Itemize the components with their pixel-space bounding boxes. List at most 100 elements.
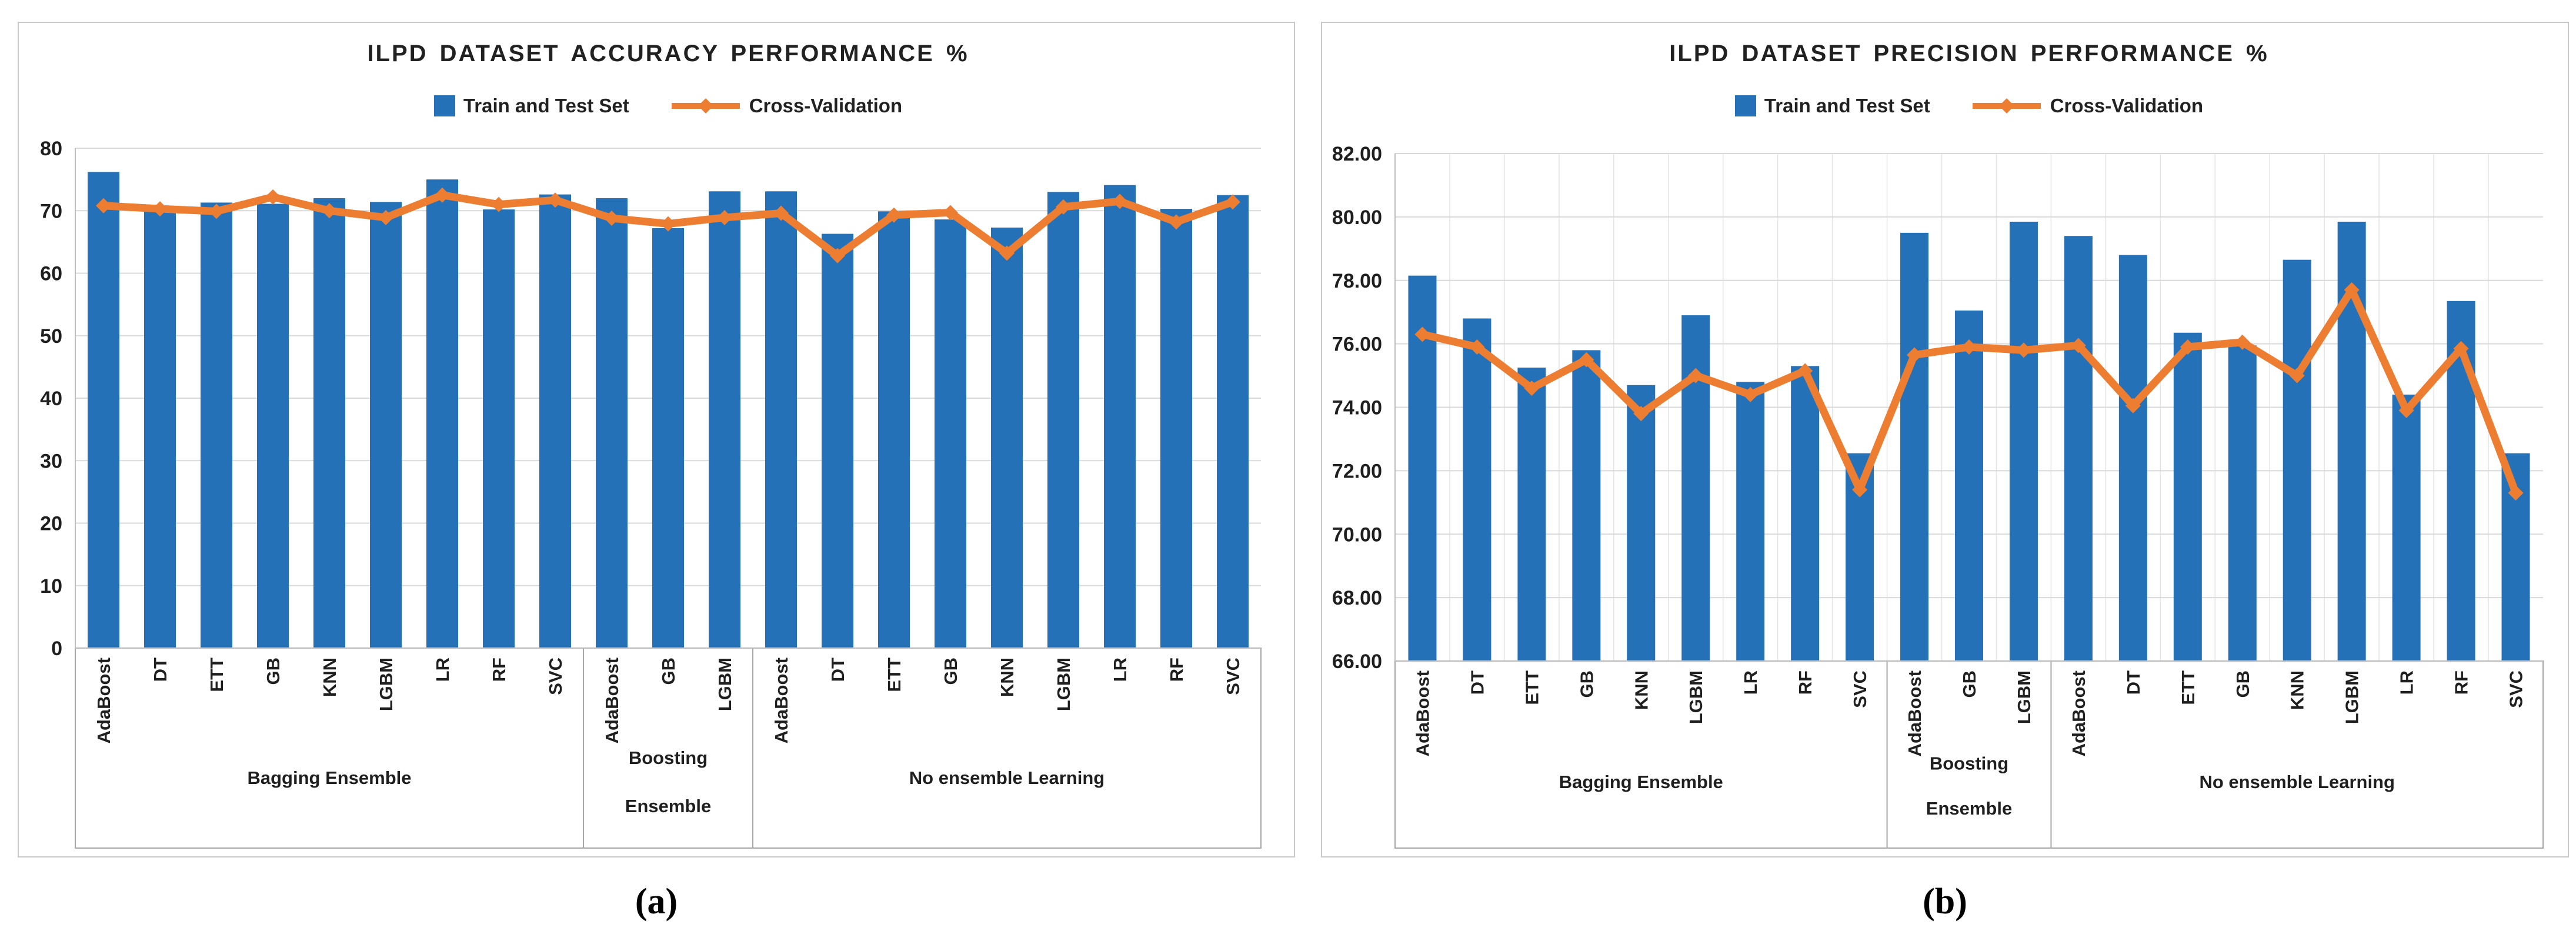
bar-KNN [991,227,1023,648]
category-label-KNN: KNN [1631,670,1651,710]
category-label-RF: RF [1166,658,1187,682]
line-marker [378,209,393,225]
category-label-ETT: ETT [884,658,905,692]
y-axis-tick-label: 66.00 [1332,650,1382,673]
line-marker [152,201,168,217]
bar-GB [652,228,684,648]
line-marker [1056,199,1071,215]
bar-DT [2118,255,2147,662]
y-axis-tick-label: 50 [40,325,62,348]
line-marker [265,189,281,205]
group-label: Boosting [1930,753,2008,773]
line-marker [1579,352,1594,368]
line-marker [1961,339,1977,355]
bar-KNN [1627,385,1656,661]
bar-RF [1791,366,1820,661]
bar-RF [1160,209,1192,648]
category-label-KNN: KNN [2287,670,2308,710]
line-marker [209,203,224,219]
bar-series-swatch-icon [433,95,455,116]
bar-DT [144,211,176,648]
bar-ETT [201,202,232,648]
legend-label-train-test: Train and Test Set [463,95,629,116]
accuracy-chart-title: ILPD DATASET ACCURACY PERFORMANCE % [367,41,969,66]
category-label-GB: GB [940,658,961,685]
group-label: Boosting [629,748,708,768]
bar-LR [1104,185,1136,648]
group-label: Ensemble [1926,798,2012,819]
y-axis-tick-label: 30 [40,450,62,472]
bar-AdaBoost [2064,236,2093,661]
bar-GB [1572,350,1601,661]
group-label: Bagging Ensemble [247,768,411,788]
category-label-ETT: ETT [1521,670,1542,705]
bar-GB [1955,310,1983,661]
category-label-KNN: KNN [319,658,340,697]
line-marker [1907,347,1923,363]
category-label-GB: GB [1959,670,1980,698]
bar-ETT [2173,332,2202,661]
y-axis-tick-label: 80 [40,138,62,160]
line-marker [1225,194,1240,210]
line-marker [1414,326,1430,342]
category-label-LR: LR [432,658,453,682]
bar-DT [822,233,853,648]
bar-LGBM [1681,315,1710,661]
line-marker [1469,339,1485,355]
category-label-DT: DT [1467,670,1487,695]
line-marker [435,187,450,203]
group-label: No ensemble Learning [909,768,1105,788]
category-label-AdaBoost: AdaBoost [1904,670,1925,756]
category-label-AdaBoost: AdaBoost [771,658,792,743]
y-axis-tick-label: 10 [40,575,62,598]
line-marker [999,245,1015,261]
line-marker [1633,406,1649,422]
line-marker [717,209,732,225]
category-label-LGBM: LGBM [715,658,735,711]
precision-plot: 66.00 68.00 70.00 72.00 74.00 76.00 78.00 80.00… [1332,143,2544,849]
figure-caption-a: (a) [635,882,678,922]
category-label-AdaBoost: AdaBoost [94,658,114,743]
category-label-LGBM: LGBM [2014,670,2034,724]
legend-item-cross-validation: Cross-Validation [670,95,902,117]
bar-GB [935,219,966,648]
line-marker [1797,363,1813,379]
bar-LGBM [709,191,740,648]
category-label-KNN: KNN [997,658,1017,697]
bar-series-swatch-icon [1734,95,1756,116]
y-axis-tick-label: 60 [40,263,62,285]
y-axis-tick-label: 68.00 [1332,587,1382,609]
line-marker [2234,334,2250,350]
line-marker [2289,368,2305,383]
category-label-ETT: ETT [2178,670,2198,705]
category-label-SVC: SVC [1850,670,1870,708]
group-label: No ensemble Learning [2199,772,2394,792]
bar-LGBM [370,202,402,648]
legend-item-train-test: Train and Test Set [1734,95,1930,117]
line-marker [830,248,845,263]
line-marker [2398,402,2414,418]
bar-DT [1463,318,1491,661]
group-label: Ensemble [625,796,711,816]
category-label-LR: LR [2397,670,2417,695]
category-label-RF: RF [489,658,509,682]
accuracy-plot: 0 10 20 30 40 50 60 70 80 Bagging Ensemble Boostin… [40,138,1262,849]
bar-LGBM [2009,221,2038,661]
category-label-AdaBoost: AdaBoost [602,658,622,743]
accuracy-chart-panel: ILPD DATASET ACCURACY PERFORMANCE % Trai… [18,22,1295,857]
line-marker [1524,381,1540,396]
y-axis-tick-label: 74.00 [1332,397,1382,419]
bar-LR [2392,394,2421,661]
bar-ETT [878,211,910,648]
category-label-SVC: SVC [1223,658,1243,695]
legend-item-cross-validation: Cross-Validation [1971,95,2203,117]
y-axis-tick-label: 76.00 [1332,333,1382,356]
line-marker [604,211,619,226]
bar-RF [483,209,515,648]
group-label: Bagging Ensemble [1559,772,1723,792]
bar-AdaBoost [1900,232,1929,661]
category-label-AdaBoost: AdaBoost [1412,670,1433,756]
line-marker [96,198,111,213]
y-axis-tick-label: 70 [40,200,62,222]
legend-label-train-test: Train and Test Set [1764,95,1930,116]
